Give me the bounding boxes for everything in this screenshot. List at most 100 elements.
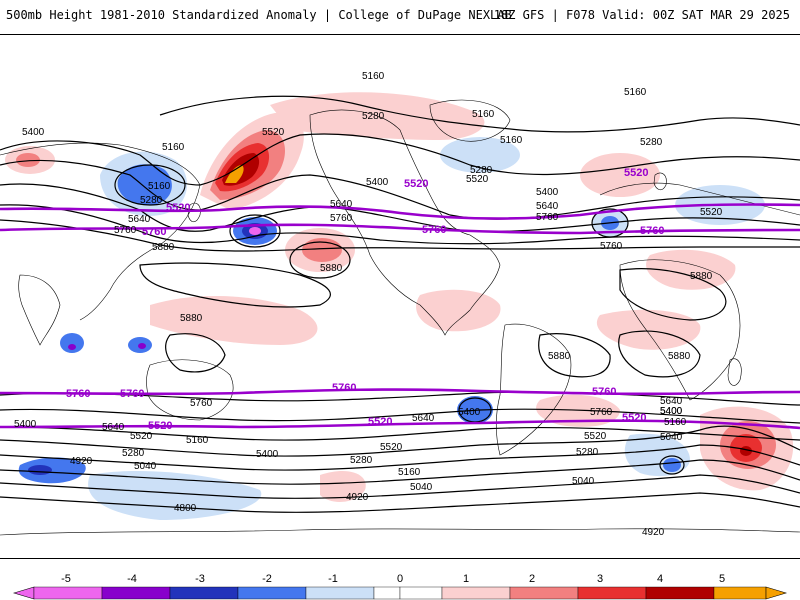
contour-label: 5880: [152, 242, 175, 253]
contour-5400-north: [0, 159, 800, 220]
contour-label: 4920: [70, 456, 93, 467]
highlight-5520-north: [0, 203, 800, 220]
contour-label: 5280: [362, 111, 385, 122]
colorbar-seg-neg1: [305, 586, 375, 600]
anomaly-negative-south-indian-2: [28, 465, 52, 475]
contour-label: 5040: [660, 432, 683, 443]
colorbar-tick-label: 0: [397, 573, 403, 585]
contour-label: 5160: [664, 417, 687, 428]
colorbar-seg-pos5: [713, 586, 767, 600]
contour-label: 5640: [536, 201, 559, 212]
contour-5520-south: [0, 426, 800, 441]
colorbar-seg-pos3: [577, 586, 647, 600]
contour-5880-australia: [165, 333, 226, 373]
anomaly-negative-indian: [60, 333, 84, 353]
contour-closed-5160-asia: [114, 164, 186, 206]
contour-label: 5400: [660, 406, 683, 417]
contour-label: 5520: [700, 207, 723, 218]
model-valid-time: 18Z GFS | F078 Valid: 00Z SAT MAR 29 202…: [493, 8, 790, 22]
anomaly-positive-npacific-5: [225, 165, 244, 183]
highlight-5520-south: [0, 419, 800, 430]
highlight-label: 5520: [148, 420, 172, 432]
contour-label: 5160: [500, 135, 523, 146]
anomaly-positive-tropics-4: [646, 249, 736, 290]
anomaly-negative-pacific-low-3: [249, 227, 261, 235]
contour-label: 5280: [470, 165, 493, 176]
highlight-label: 5760: [66, 388, 90, 400]
contour-5280-north: [0, 133, 800, 186]
contour-label: 5400: [366, 177, 389, 188]
contour-label: 5400: [536, 187, 559, 198]
contour-label: 5040: [134, 461, 157, 472]
contour-label: 5160: [162, 142, 185, 153]
colorbar-segments: [12, 586, 788, 600]
colorbar-seg-zero-pos: [399, 586, 443, 600]
contour-label: 5040: [572, 476, 595, 487]
anomaly-map: 5160 5160 5400 5160 5520 5280 5160 5160 …: [0, 34, 800, 559]
anomaly-positive-tropics-2: [416, 289, 501, 332]
contour-label: 4920: [346, 492, 369, 503]
contour-label: 5760: [330, 213, 353, 224]
colorbar: -5 -4 -3 -2 -1 0 1 2 3 4 5: [0, 560, 800, 600]
highlight-label: 5520: [368, 416, 392, 428]
contour-label: 5160: [624, 87, 647, 98]
anomaly-positive-atlantic: [580, 153, 660, 197]
colorbar-tick-label: -2: [262, 573, 272, 585]
contour-5880-tropics-3: [538, 333, 611, 378]
contour-label: 5760: [600, 241, 623, 252]
colorbar-seg-pos1: [441, 586, 511, 600]
colorbar-tick-label: -1: [328, 573, 338, 585]
contour-label: 4800: [174, 503, 197, 514]
contour-label: 5880: [690, 271, 713, 282]
contour-labels: 5160 5160 5400 5160 5520 5280 5160 5160 …: [14, 71, 723, 538]
contour-label: 5160: [148, 181, 171, 192]
colorbar-arrow-left: [12, 586, 35, 600]
contour-5160-south: [0, 459, 800, 485]
contour-label: 5640: [660, 396, 683, 407]
anomaly-positive-south-1: [536, 394, 620, 427]
contour-label: 5160: [186, 435, 209, 446]
colorbar-seg-pos2: [509, 586, 579, 600]
map-title: 500mb Height 1981-2010 Standardized Anom…: [6, 8, 512, 22]
highlight-label: 5760: [422, 224, 446, 236]
contour-5160-north: [159, 95, 800, 133]
anomaly-positive-tropics-1: [150, 295, 318, 345]
highlight-label: 5760: [592, 386, 616, 398]
contour-label: 5760: [114, 225, 137, 236]
contour-label: 5280: [350, 455, 373, 466]
colorbar-tick-label: 4: [657, 573, 663, 585]
colorbar-tick-label: -4: [127, 573, 137, 585]
colorbar-tick-label: -5: [61, 573, 71, 585]
contour-label: 5160: [398, 467, 421, 478]
height-contours: [0, 95, 800, 513]
japan-coast: [187, 202, 201, 223]
australia-coast: [146, 359, 234, 421]
colorbar-seg-neg5: [33, 586, 103, 600]
contour-closed-5040-south-atl: [659, 455, 685, 475]
contour-label: 5160: [472, 109, 495, 120]
contour-label: 5880: [180, 313, 203, 324]
anomaly-negative-south-atlantic-2: [663, 458, 681, 472]
antarctica-coast: [0, 528, 800, 536]
contour-5400-south: [0, 425, 800, 457]
contour-5040-south: [0, 474, 800, 499]
contour-label: 5640: [102, 422, 125, 433]
contour-closed-5880-pacific: [289, 241, 351, 279]
contour-label: 5880: [668, 351, 691, 362]
contour-label: 5760: [190, 398, 213, 409]
contour-label: 5400: [458, 407, 481, 418]
anomaly-negative-neamerica: [440, 137, 520, 173]
greenland-coast: [429, 99, 511, 142]
anomaly-positive-south-pacific: [320, 470, 366, 502]
colorbar-seg-neg3: [169, 586, 239, 600]
colorbar-tick-label: 3: [597, 573, 603, 585]
colorbar-arrow-right: [765, 586, 788, 600]
contour-label: 4920: [642, 527, 665, 538]
south-america-coast: [495, 323, 572, 456]
contour-label: 5400: [14, 419, 37, 430]
colorbar-tick-label: -3: [195, 573, 205, 585]
contour-label: 5520: [584, 431, 607, 442]
contour-label: 5280: [122, 448, 145, 459]
contour-label: 5280: [140, 195, 163, 206]
anomaly-negative-indian-2: [68, 344, 76, 350]
